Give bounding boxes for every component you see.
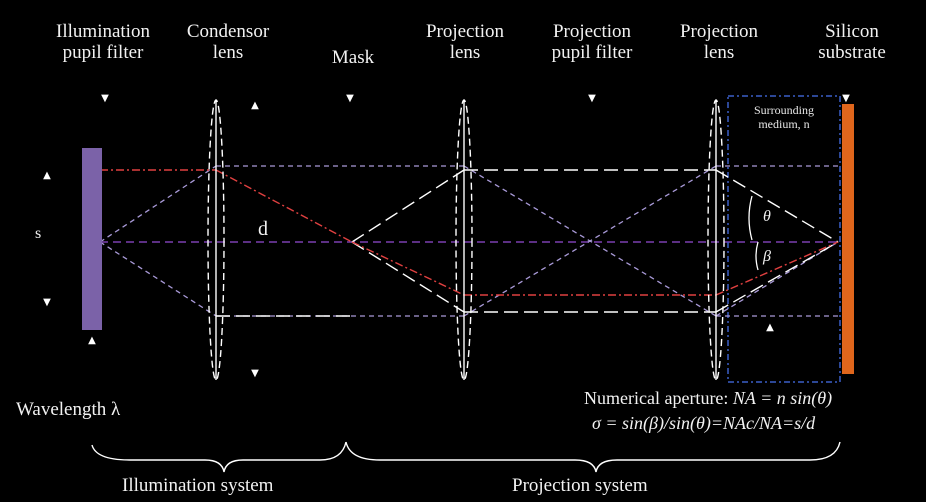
projection-brace xyxy=(345,441,841,473)
label-beta: β xyxy=(763,248,771,265)
label-projection-system: Projection system xyxy=(512,475,648,496)
theta-arc xyxy=(748,195,753,241)
white-rays xyxy=(216,169,839,317)
label-line: Projection xyxy=(425,21,505,42)
label-d: d xyxy=(258,218,268,240)
label-silicon-substrate: Silicon substrate xyxy=(800,21,904,64)
label-wavelength: Wavelength λ xyxy=(16,399,121,420)
sigma-formula: σ = sin(β)/sin(θ)=NAc/NA=s/d xyxy=(592,413,816,434)
label-line: medium, n xyxy=(758,116,810,131)
svg-text:▲: ▲ xyxy=(88,335,96,346)
illumination-brace xyxy=(91,441,347,473)
label-mask: Mask xyxy=(316,47,390,69)
projection-lens-2 xyxy=(707,99,725,381)
label-surrounding-medium: Surrounding medium, n xyxy=(736,103,832,132)
svg-text:▼: ▼ xyxy=(346,93,354,104)
label-projection-lens-1: Projection lens xyxy=(410,21,520,64)
svg-text:▲: ▲ xyxy=(251,100,259,111)
svg-text:▼: ▼ xyxy=(43,297,51,308)
na-formula: NA = n sin(θ) xyxy=(732,388,833,408)
surrounding-medium-box xyxy=(727,95,841,383)
label-line: Mask xyxy=(331,47,375,68)
label-illumination-system: Illumination system xyxy=(122,475,274,496)
label-illumination-pupil-filter: Illumination pupil filter xyxy=(40,21,166,64)
beta-arc xyxy=(755,241,759,271)
sigma-formula-text: σ = sin(β)/sin(θ)=NAc/NA=s/d xyxy=(592,413,816,433)
label-line: Silicon xyxy=(825,21,879,42)
label-line: Surrounding xyxy=(754,103,814,117)
position-markers: ▼ ▲ ▼ ▼ ▼ ▲ ▼ ▲ ▼ ▲ xyxy=(43,93,850,379)
label-line: pupil filter xyxy=(551,41,633,63)
silicon-substrate-bar xyxy=(842,104,854,374)
svg-text:▲: ▲ xyxy=(43,170,51,181)
svg-text:▼: ▼ xyxy=(251,368,259,379)
projection-lens-1 xyxy=(455,99,473,381)
label-line: pupil filter xyxy=(62,41,144,63)
numerical-aperture-formula: Numerical aperture: NA = n sin(θ) xyxy=(584,388,833,409)
svg-text:▼: ▼ xyxy=(101,93,109,104)
label-projection-lens-2: Projection lens xyxy=(664,21,774,64)
label-line: Projection xyxy=(679,21,759,42)
label-line: lens xyxy=(212,41,244,63)
svg-text:▲: ▲ xyxy=(766,322,774,333)
label-line: Illumination xyxy=(56,21,150,42)
purple-rays xyxy=(99,165,839,317)
label-line: substrate xyxy=(818,41,886,63)
label-theta: θ xyxy=(763,208,771,225)
na-prefix: Numerical aperture: xyxy=(584,388,733,408)
svg-text:▼: ▼ xyxy=(588,93,596,104)
condensor-lens xyxy=(207,99,225,381)
label-line: lens xyxy=(703,41,735,63)
illumination-filter-bar xyxy=(82,148,102,330)
svg-text:▼: ▼ xyxy=(842,93,850,104)
label-line: lens xyxy=(449,41,481,63)
red-ray xyxy=(100,169,839,296)
label-projection-pupil-filter: Projection pupil filter xyxy=(532,21,652,64)
label-s: s xyxy=(35,225,42,242)
label-line: Projection xyxy=(552,21,632,42)
label-condensor-lens: Condensor lens xyxy=(170,21,286,64)
label-line: Condensor xyxy=(186,21,270,42)
